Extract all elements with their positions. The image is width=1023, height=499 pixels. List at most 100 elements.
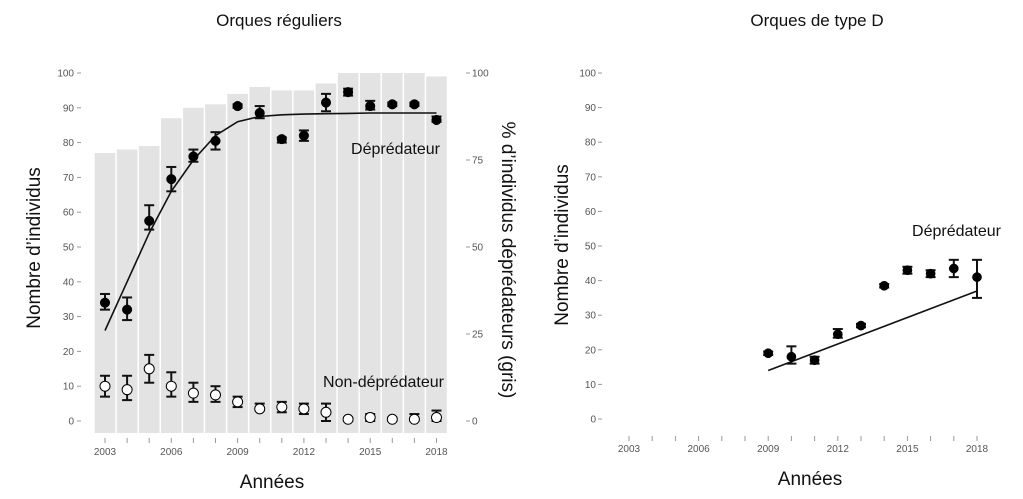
x-tick-label: 2006 (687, 444, 710, 455)
y-axis-title: Nombre d’individus (552, 164, 573, 326)
y-tick-label: 30 (63, 312, 75, 323)
point-non-depredateur (342, 413, 354, 425)
y-tick-label: 30 (585, 311, 597, 322)
y-tick-label: 90 (63, 103, 75, 114)
x-tick-label: 2012 (827, 444, 850, 455)
annotation-depredateur: Déprédateur (912, 223, 1002, 240)
point-depredateur (972, 272, 982, 282)
y-axis-right: 0 25 50 75 100 (466, 69, 489, 428)
y-tick-label: 100 (579, 69, 596, 80)
panel-orques-reguliers: Orques réguliers 0102030405060708090100 … (24, 11, 518, 493)
point-depredateur (166, 174, 177, 185)
x-tick-label: 2018 (966, 444, 989, 455)
point-depredateur (320, 97, 332, 108)
bar (227, 93, 248, 433)
point-depredateur (925, 268, 936, 279)
point-depredateur (948, 263, 959, 274)
point-depredateur (99, 297, 111, 308)
point-non-depredateur (276, 401, 288, 413)
point-non-depredateur (408, 413, 420, 425)
point-depredateur (188, 151, 199, 162)
chart-title: Orques réguliers (216, 11, 342, 30)
point-non-depredateur (210, 389, 221, 401)
y-tick-label: 20 (585, 345, 597, 356)
y-tick-label: 40 (585, 276, 597, 287)
point-depredateur (809, 355, 820, 366)
fit-line-layer (767, 290, 978, 372)
point-depredateur (832, 329, 843, 340)
point-depredateur (276, 134, 287, 145)
x-axis-title: Années (240, 472, 304, 493)
x-tick-label: 2003 (618, 444, 641, 455)
fit-curve (104, 112, 437, 331)
panel-orques-type-d: Orques de type D 0102030405060708090100 … (552, 11, 1020, 490)
x-tick-label: 2003 (94, 447, 117, 458)
x-tick-label: 2015 (359, 447, 382, 458)
y-right-tick-label: 100 (472, 69, 489, 80)
point-depredateur (763, 348, 774, 359)
y-tick-label: 70 (63, 173, 75, 184)
y-tick-label: 50 (585, 242, 597, 253)
x-tick-label: 2009 (757, 444, 780, 455)
x-axis-title: Années (778, 469, 842, 490)
y-axis-left: 0 10 20 30 40 50 60 70 80 90 100 (57, 69, 81, 428)
point-non-depredateur (298, 403, 310, 415)
x-tick-label: 2006 (160, 447, 183, 458)
point-non-depredateur (386, 413, 398, 425)
chart-title: Orques de type D (750, 11, 883, 30)
x-tick-label: 2009 (226, 447, 249, 458)
bar (183, 107, 204, 434)
bar (404, 73, 425, 433)
y-tick-label: 100 (57, 69, 74, 80)
point-depredateur (902, 265, 913, 276)
bar (382, 73, 403, 433)
points-layer (99, 87, 442, 425)
x-tick-label: 2018 (425, 447, 448, 458)
y-tick-label: 90 (585, 103, 597, 114)
y-tick-label: 80 (585, 138, 597, 149)
point-non-depredateur (254, 403, 266, 415)
point-depredateur (122, 304, 133, 315)
bar (359, 73, 381, 433)
y-tick-label: 40 (63, 277, 75, 288)
point-depredateur (879, 280, 890, 291)
bar (337, 73, 359, 433)
bar (426, 76, 447, 433)
point-depredateur (343, 87, 354, 98)
plot-area (603, 60, 1020, 437)
y-right-tick-label: 0 (472, 417, 478, 428)
y-right-tick-label: 50 (472, 243, 484, 254)
annotation-depredateur: Déprédateur (351, 141, 441, 158)
y-tick-label: 0 (68, 417, 74, 428)
y-tick-label: 60 (585, 207, 597, 218)
y-tick-label: 0 (590, 415, 596, 426)
x-tick-label: 2015 (896, 444, 919, 455)
point-non-depredateur (143, 363, 155, 375)
bar (315, 83, 337, 433)
bar (138, 146, 160, 433)
x-axis: 2003 2006 2009 2012 2015 2018 (618, 436, 989, 455)
point-non-depredateur (165, 380, 177, 392)
y-tick-label: 60 (63, 208, 75, 219)
point-depredateur (409, 99, 420, 110)
point-non-depredateur (121, 384, 133, 396)
bar (249, 86, 270, 434)
point-depredateur (144, 215, 155, 226)
y-axis-title: Nombre d’individus (24, 167, 45, 329)
point-depredateur (210, 135, 221, 146)
bar (116, 149, 138, 433)
y-tick-label: 10 (585, 380, 597, 391)
fit-line (767, 290, 978, 372)
point-non-depredateur (320, 406, 332, 418)
y-right-tick-label: 25 (472, 330, 484, 341)
y-tick-label: 20 (63, 347, 75, 358)
point-depredateur (856, 320, 866, 331)
point-non-depredateur (232, 396, 244, 408)
annotation-non-depredateur: Non-déprédateur (323, 374, 445, 391)
y-tick-label: 10 (63, 382, 75, 393)
point-non-depredateur (364, 412, 376, 424)
x-tick-label: 2012 (293, 447, 316, 458)
point-depredateur (431, 114, 442, 126)
point-non-depredateur (431, 412, 442, 424)
